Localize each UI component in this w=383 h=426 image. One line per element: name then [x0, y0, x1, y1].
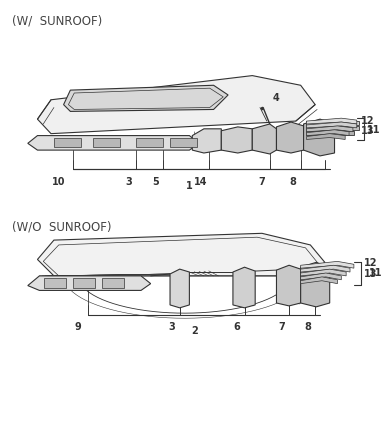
Polygon shape	[221, 127, 252, 153]
Polygon shape	[277, 265, 301, 306]
Text: 9: 9	[75, 322, 82, 332]
Text: 4: 4	[273, 93, 279, 103]
Polygon shape	[304, 119, 334, 156]
Polygon shape	[44, 278, 65, 288]
Polygon shape	[233, 267, 255, 308]
Polygon shape	[28, 135, 199, 150]
Text: 8: 8	[304, 322, 311, 332]
Polygon shape	[170, 269, 189, 308]
Polygon shape	[301, 273, 341, 280]
Polygon shape	[38, 233, 325, 276]
Polygon shape	[301, 262, 354, 268]
Polygon shape	[38, 75, 315, 134]
Text: 11: 11	[367, 125, 380, 135]
Text: 5: 5	[152, 177, 159, 187]
Text: 3: 3	[169, 322, 175, 332]
Text: 7: 7	[278, 322, 285, 332]
Text: (W/  SUNROOF): (W/ SUNROOF)	[12, 14, 103, 28]
Text: 8: 8	[290, 177, 296, 187]
Text: (W/O  SUNROOF): (W/O SUNROOF)	[12, 221, 112, 234]
Text: 1: 1	[186, 181, 193, 191]
Text: 6: 6	[233, 322, 240, 332]
Polygon shape	[170, 138, 197, 147]
Polygon shape	[136, 138, 163, 147]
Polygon shape	[306, 131, 354, 135]
Polygon shape	[301, 262, 330, 307]
Polygon shape	[277, 122, 304, 153]
Polygon shape	[301, 265, 350, 272]
Polygon shape	[102, 278, 124, 288]
Polygon shape	[301, 277, 337, 284]
Text: 11: 11	[369, 268, 383, 278]
Polygon shape	[73, 278, 95, 288]
Polygon shape	[54, 138, 81, 147]
Polygon shape	[306, 122, 357, 128]
Polygon shape	[306, 134, 345, 139]
Text: 13: 13	[361, 126, 374, 136]
Text: 10: 10	[52, 177, 65, 187]
Text: 3: 3	[125, 177, 132, 187]
Polygon shape	[64, 85, 228, 111]
Text: 2: 2	[191, 326, 198, 336]
Polygon shape	[301, 269, 346, 276]
Text: 12: 12	[363, 258, 377, 268]
Text: 13: 13	[363, 269, 377, 279]
Text: 14: 14	[194, 177, 208, 187]
Polygon shape	[192, 129, 221, 153]
Polygon shape	[28, 276, 151, 291]
Polygon shape	[306, 118, 357, 124]
Polygon shape	[306, 121, 359, 125]
Polygon shape	[252, 124, 277, 154]
Text: 7: 7	[259, 177, 265, 187]
Polygon shape	[306, 126, 353, 132]
Polygon shape	[306, 130, 349, 135]
Text: 12: 12	[361, 116, 374, 126]
Polygon shape	[306, 126, 359, 130]
Polygon shape	[93, 138, 120, 147]
